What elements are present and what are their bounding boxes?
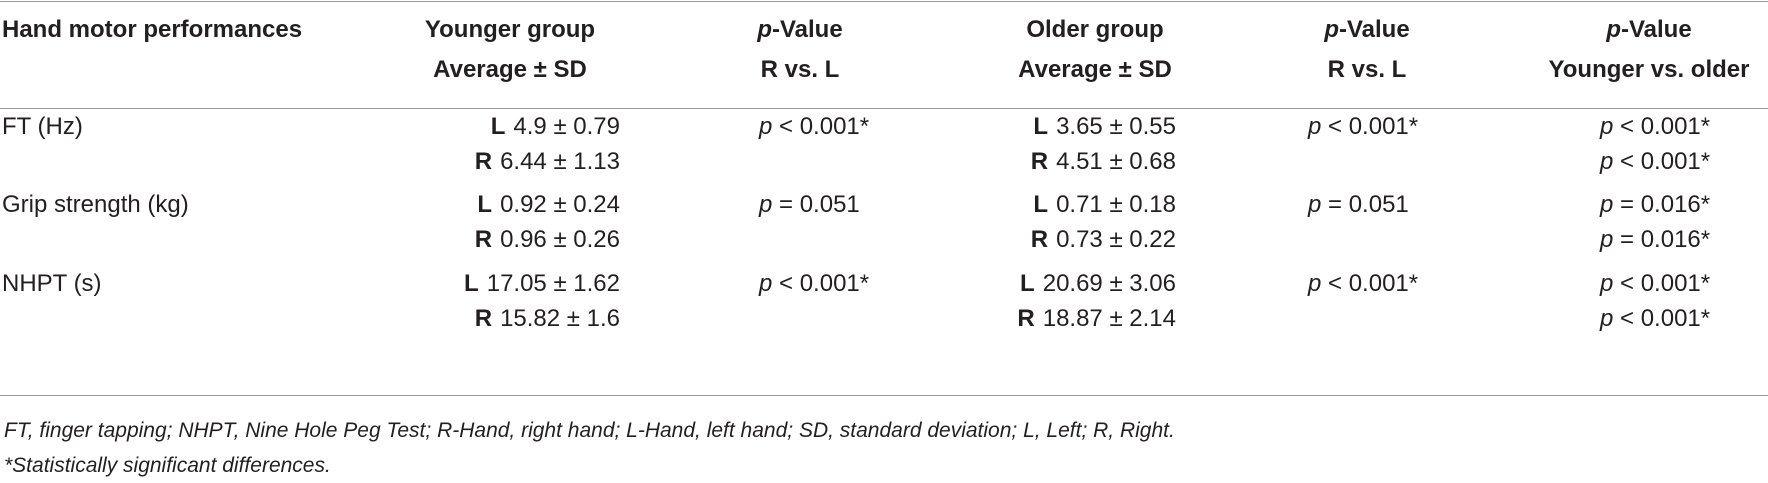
hand-label: R — [1030, 148, 1049, 175]
p-value: = 0.016* — [1613, 191, 1711, 218]
header-r-vs-l-old: R vs. L — [1327, 56, 1407, 83]
value: 0.96 ± 0.26 — [500, 226, 620, 253]
row-label-nhpt: NHPT (s) — [2, 270, 102, 297]
yo-grip-right-pvalue: p = 0.016* — [1600, 226, 1710, 254]
p-symbol: p — [1308, 113, 1322, 140]
p-symbol: p — [1600, 191, 1614, 218]
yo-grip-left-pvalue: p = 0.016* — [1600, 191, 1710, 219]
p-value: < 0.001* — [1321, 270, 1419, 297]
hand-label: R — [1017, 305, 1035, 332]
p-value: = 0.051 — [1321, 191, 1409, 218]
p-value: = 0.051 — [772, 191, 860, 218]
header-pvalue-old: p-Value — [1267, 16, 1467, 44]
p-value: < 0.001* — [1613, 270, 1711, 297]
younger-grip-right: R 0.96 ± 0.26 — [475, 226, 620, 254]
older-grip-pvalue: p = 0.051 — [1308, 191, 1409, 219]
p-symbol: p — [1308, 191, 1322, 218]
hand-label: L — [490, 113, 506, 140]
p-symbol: p — [1600, 270, 1614, 297]
header-rule — [0, 108, 1768, 109]
older-ft-right: R 4.51 ± 0.68 — [1031, 148, 1176, 176]
p-symbol: p — [759, 270, 773, 297]
hand-label: R — [474, 305, 493, 332]
yo-nhpt-right-pvalue: p < 0.001* — [1600, 305, 1710, 333]
yo-nhpt-left-pvalue: p < 0.001* — [1600, 270, 1710, 298]
header-r-vs-l-young: R vs. L — [760, 56, 840, 83]
younger-ft-pvalue: p < 0.001* — [759, 113, 869, 141]
value: 15.82 ± 1.6 — [500, 305, 620, 332]
value: 0.71 ± 0.18 — [1056, 191, 1176, 218]
hand-label: L — [1033, 191, 1049, 218]
value: 0.73 ± 0.22 — [1056, 226, 1176, 253]
row-label-ft: FT (Hz) — [2, 113, 83, 140]
older-nhpt-pvalue: p < 0.001* — [1308, 270, 1418, 298]
p-value: < 0.001* — [772, 113, 870, 140]
hand-label: L — [464, 270, 479, 297]
top-rule — [0, 1, 1768, 2]
bottom-rule — [0, 395, 1768, 396]
header-pvalue-label: -Value — [1338, 16, 1410, 43]
hand-label: R — [1030, 226, 1049, 253]
header-older-average-sd: Average ± SD — [1018, 56, 1172, 83]
yo-ft-left-pvalue: p < 0.001* — [1600, 113, 1710, 141]
value: 18.87 ± 2.14 — [1042, 305, 1176, 332]
header-p-symbol: p — [1606, 16, 1621, 43]
row-label-grip-strength: Grip strength (kg) — [2, 191, 189, 218]
value: 17.05 ± 1.62 — [486, 270, 620, 297]
hand-label: L — [1020, 270, 1035, 297]
older-ft-pvalue: p < 0.001* — [1308, 113, 1418, 141]
header-younger-group: Younger group — [424, 16, 596, 43]
yo-ft-right-pvalue: p < 0.001* — [1600, 148, 1710, 176]
value: 0.92 ± 0.24 — [500, 191, 620, 218]
older-grip-right: R 0.73 ± 0.22 — [1031, 226, 1176, 254]
older-ft-left: L 3.65 ± 0.55 — [1033, 113, 1176, 141]
hand-label: L — [1033, 113, 1049, 140]
header-younger-average-sd: Average ± SD — [433, 56, 587, 83]
value: 4.51 ± 0.68 — [1056, 148, 1176, 175]
younger-ft-right: R 6.44 ± 1.13 — [475, 148, 620, 176]
p-symbol: p — [1600, 305, 1614, 332]
header-hand-motor-performances: Hand motor performances — [2, 16, 303, 43]
header-pvalue-younger-vs-older: p-Value — [1530, 16, 1768, 44]
hand-label: R — [474, 148, 493, 175]
older-nhpt-right: R 18.87 ± 2.14 — [1017, 305, 1176, 333]
p-symbol: p — [759, 113, 773, 140]
value: 4.9 ± 0.79 — [513, 113, 620, 140]
header-pvalue-young: p-Value — [700, 16, 900, 44]
p-value: < 0.001* — [1321, 113, 1419, 140]
p-value: < 0.001* — [1613, 148, 1711, 175]
value: 3.65 ± 0.55 — [1056, 113, 1176, 140]
value: 20.69 ± 3.06 — [1042, 270, 1176, 297]
value: 6.44 ± 1.13 — [500, 148, 620, 175]
footnote-significance: *Statistically significant differences. — [4, 454, 331, 477]
younger-nhpt-right: R 15.82 ± 1.6 — [475, 305, 620, 333]
p-value: < 0.001* — [1613, 305, 1711, 332]
header-p-symbol: p — [757, 16, 772, 43]
p-value: = 0.016* — [1613, 226, 1711, 253]
p-symbol: p — [1600, 148, 1614, 175]
p-symbol: p — [759, 191, 773, 218]
p-symbol: p — [1308, 270, 1322, 297]
p-value: < 0.001* — [772, 270, 870, 297]
header-younger-vs-older: Younger vs. older — [1548, 56, 1750, 83]
older-grip-left: L 0.71 ± 0.18 — [1033, 191, 1176, 219]
younger-ft-left: L 4.9 ± 0.79 — [491, 113, 620, 141]
younger-grip-left: L 0.92 ± 0.24 — [477, 191, 620, 219]
header-older-group: Older group — [1026, 16, 1164, 43]
header-p-symbol: p — [1324, 16, 1339, 43]
header-pvalue-label: -Value — [1620, 16, 1692, 43]
hand-label: L — [477, 191, 493, 218]
younger-grip-pvalue: p = 0.051 — [759, 191, 860, 219]
p-symbol: p — [1600, 113, 1614, 140]
p-symbol: p — [1600, 226, 1614, 253]
older-nhpt-left: L 20.69 ± 3.06 — [1020, 270, 1176, 298]
younger-nhpt-left: L 17.05 ± 1.62 — [464, 270, 620, 298]
footnote-abbreviations: FT, finger tapping; NHPT, Nine Hole Peg … — [4, 419, 1175, 442]
header-pvalue-label: -Value — [771, 16, 843, 43]
hand-label: R — [474, 226, 493, 253]
younger-nhpt-pvalue: p < 0.001* — [759, 270, 869, 298]
p-value: < 0.001* — [1613, 113, 1711, 140]
